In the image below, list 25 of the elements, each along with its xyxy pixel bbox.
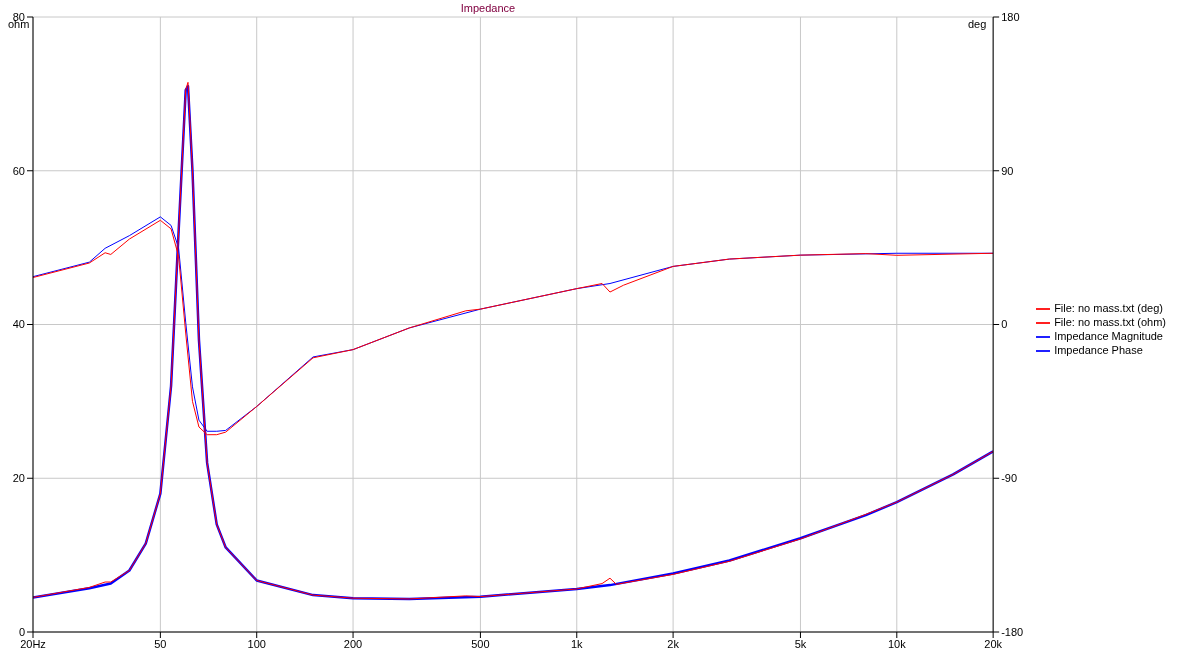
y-tick-label: 0: [18, 625, 25, 638]
legend-label: Impedance Phase: [1054, 344, 1143, 357]
y-tick-label: 60: [12, 164, 25, 177]
x-tick-label: 5k: [794, 637, 807, 650]
chart-title: Impedance: [460, 2, 516, 14]
y2-axis-title: deg: [968, 18, 987, 30]
x-tick-label: 20k: [984, 637, 1003, 650]
y2-tick-label: 0: [1001, 318, 1008, 331]
x-tick-label: 100: [247, 637, 266, 650]
y-tick-label: 40: [12, 318, 25, 331]
y-tick-label: 20: [12, 472, 25, 485]
x-tick-label: 500: [471, 637, 490, 650]
x-tick-label: 2k: [667, 637, 680, 650]
x-tick-label: 1k: [570, 637, 584, 650]
y2-tick-label: 90: [1001, 164, 1014, 177]
y2-tick-label: -90: [1001, 472, 1018, 485]
legend-label: File: no mass.txt (ohm): [1054, 315, 1166, 328]
y2-tick-label: 180: [1001, 10, 1020, 23]
x-tick-label: 200: [343, 637, 363, 650]
y2-tick-label: -180: [1001, 625, 1024, 638]
legend-label: File: no mass.txt (deg): [1054, 301, 1163, 314]
x-tick-label: 20Hz: [20, 637, 46, 650]
x-tick-label: 10k: [887, 637, 907, 650]
x-tick-label: 50: [154, 637, 167, 650]
legend-label: Impedance Magnitude: [1054, 330, 1163, 342]
